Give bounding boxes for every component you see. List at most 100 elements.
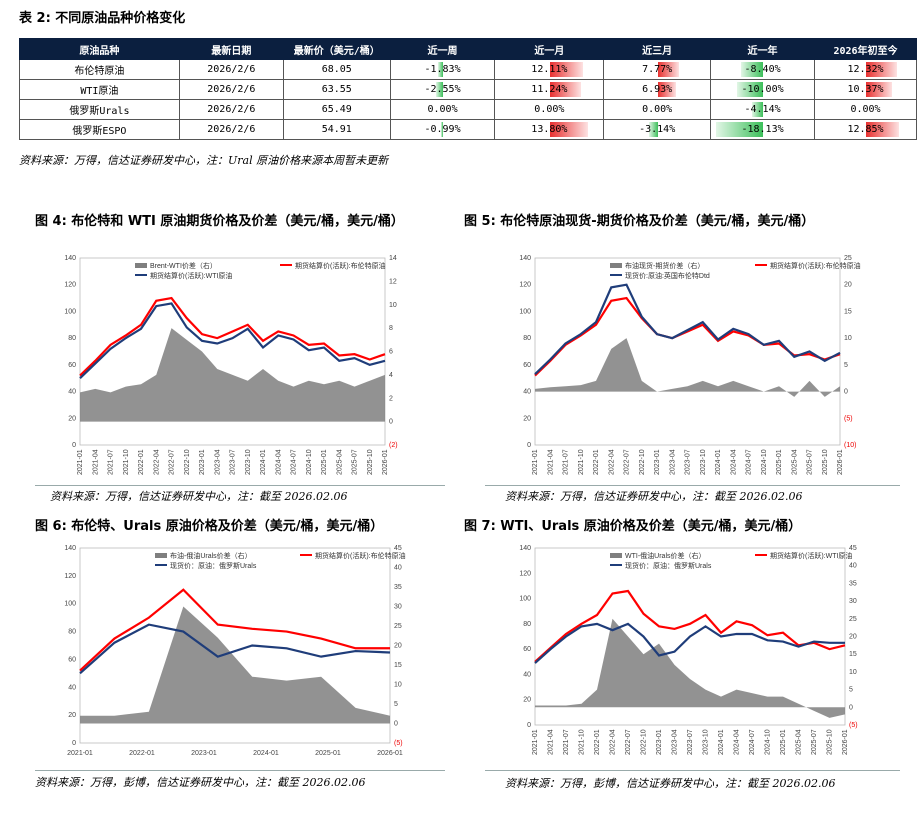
- y-tick-label: 80: [523, 335, 531, 342]
- y2-tick-label: (5): [849, 722, 858, 729]
- column-header: 近一周: [389, 38, 496, 60]
- cell-date: 2026/2/6: [178, 119, 284, 140]
- y-tick-label: 40: [523, 389, 531, 396]
- x-tick-label: 2024-07: [746, 449, 753, 475]
- x-tick-label: 2021-10: [123, 449, 130, 475]
- x-tick-label: 2024-10: [765, 729, 772, 755]
- legend-label: 期货结算价(活跃):WTI原油: [150, 271, 232, 280]
- legend-label: 期货结算价(活跃):WTI原油: [770, 551, 852, 560]
- x-tick-label: 2025-01: [315, 750, 341, 757]
- table-row: 俄罗斯Urals 2026/2/6 65.49 0.00% 0.00% 0.00% -4.1…: [19, 99, 917, 120]
- y2-tick-label: 8: [389, 325, 393, 332]
- y-tick-label: 60: [68, 362, 76, 369]
- x-tick-label: 2022-04: [608, 449, 615, 475]
- legend-label: 期货结算价(活跃):布伦特原油: [295, 261, 386, 270]
- table-row: 布伦特原油 2026/2/6 68.05 -1.83% 12.11% 7.77% -8.40…: [19, 59, 917, 80]
- y-tick-label: 60: [68, 656, 76, 663]
- x-tick-label: 2022-10: [639, 449, 646, 475]
- column-header: 近三月: [603, 38, 712, 60]
- x-tick-label: 2025-01: [780, 729, 787, 755]
- y2-tick-label: 14: [389, 255, 397, 262]
- negative-bar: [752, 102, 764, 117]
- y2-tick-label: (2): [389, 442, 398, 449]
- x-tick-label: 2025-04: [796, 729, 803, 755]
- positive-bar: [657, 82, 677, 97]
- negative-bar: [440, 122, 444, 137]
- x-tick-label: 2023-10: [245, 449, 252, 475]
- y2-tick-label: 20: [849, 634, 857, 641]
- x-tick-label: 2021-01: [532, 729, 539, 755]
- x-tick-label: 2022-10: [641, 729, 648, 755]
- x-tick-label: 2021-01: [67, 750, 93, 757]
- y-tick-label: 80: [68, 335, 76, 342]
- price-line: [79, 623, 391, 675]
- y2-tick-label: 12: [389, 278, 397, 285]
- figure-4-title: 图 4: 布伦特和 WTI 原油期货价格及价差（美元/桶，美元/桶）: [35, 214, 404, 229]
- y2-tick-label: 0: [844, 389, 848, 396]
- x-tick-label: 2024-04: [734, 729, 741, 755]
- positive-bar: [866, 122, 899, 137]
- legend-swatch: [610, 263, 622, 268]
- x-tick-label: 2024-01: [715, 449, 722, 475]
- y2-tick-label: 5: [849, 687, 853, 694]
- positive-bar: [549, 62, 583, 77]
- y2-tick-label: 0: [849, 704, 853, 711]
- cell-change: 12.85%: [814, 119, 917, 140]
- divider: [485, 770, 900, 771]
- y2-tick-label: 0: [394, 721, 398, 728]
- column-header: 最新价（美元/桶）: [282, 38, 391, 60]
- x-tick-label: 2025-04: [336, 449, 343, 475]
- legend-label: WTI-俄油Urals价差（右）: [625, 551, 706, 560]
- y2-tick-label: 10: [844, 335, 852, 342]
- y-tick-label: 140: [519, 255, 531, 262]
- cell-name: 俄罗斯ESPO: [19, 119, 180, 140]
- x-tick-label: 2022-07: [169, 449, 176, 475]
- x-tick-label: 2023-07: [230, 449, 237, 475]
- y2-tick-label: 45: [394, 545, 402, 552]
- cell-change: -2.55%: [389, 79, 496, 100]
- y-tick-label: 60: [523, 362, 531, 369]
- cell-name: 俄罗斯Urals: [19, 99, 180, 120]
- x-tick-label: 2021-10: [578, 449, 585, 475]
- x-tick-label: 2024-07: [749, 729, 756, 755]
- cell-change: 6.93%: [603, 79, 712, 100]
- positive-bar: [549, 82, 581, 97]
- y2-tick-label: 10: [394, 682, 402, 689]
- column-header: 2026年初至今: [814, 38, 917, 60]
- x-tick-label: 2023-04: [672, 729, 679, 755]
- legend-label: 期货结算价(活跃):布伦特原油: [770, 261, 861, 270]
- cell-price: 54.91: [282, 119, 391, 140]
- y2-tick-label: 40: [394, 565, 402, 572]
- spread-area: [535, 618, 845, 718]
- x-tick-label: 2023-04: [669, 449, 676, 475]
- y-tick-label: 0: [72, 442, 76, 449]
- y-tick-label: 0: [527, 442, 531, 449]
- y2-tick-label: 10: [389, 302, 397, 309]
- x-tick-label: 2026-01: [842, 729, 849, 755]
- cell-date: 2026/2/6: [178, 99, 284, 120]
- y-tick-label: 20: [523, 697, 531, 704]
- y-tick-label: 80: [523, 621, 531, 628]
- spread-area: [535, 338, 840, 397]
- x-tick-label: 2023-07: [687, 729, 694, 755]
- x-tick-label: 2025-01: [776, 449, 783, 475]
- x-tick-label: 2023-10: [700, 449, 707, 475]
- y2-tick-label: (10): [844, 442, 856, 449]
- divider: [485, 485, 900, 486]
- y-tick-label: 60: [523, 646, 531, 653]
- negative-bar: [438, 62, 444, 77]
- x-tick-label: 2021-04: [548, 729, 555, 755]
- x-tick-label: 2025-01: [321, 449, 328, 475]
- figure-7-source: 资料来源：万得，彭博，信达证券研发中心，注：截至 2026.02.06: [505, 777, 836, 790]
- divider: [35, 485, 445, 486]
- cell-change: 12.32%: [814, 59, 917, 80]
- y2-tick-label: 40: [849, 563, 857, 570]
- x-tick-label: 2021-01: [77, 449, 84, 475]
- figure-5-source: 资料来源：万得，信达证券研发中心，注：截至 2026.02.06: [505, 490, 803, 503]
- negative-bar: [741, 62, 764, 77]
- y2-tick-label: 15: [394, 662, 402, 669]
- price-line: [534, 283, 841, 375]
- x-tick-label: 2023-01: [191, 750, 217, 757]
- price-line: [79, 588, 390, 672]
- cell-change: -0.99%: [389, 119, 496, 140]
